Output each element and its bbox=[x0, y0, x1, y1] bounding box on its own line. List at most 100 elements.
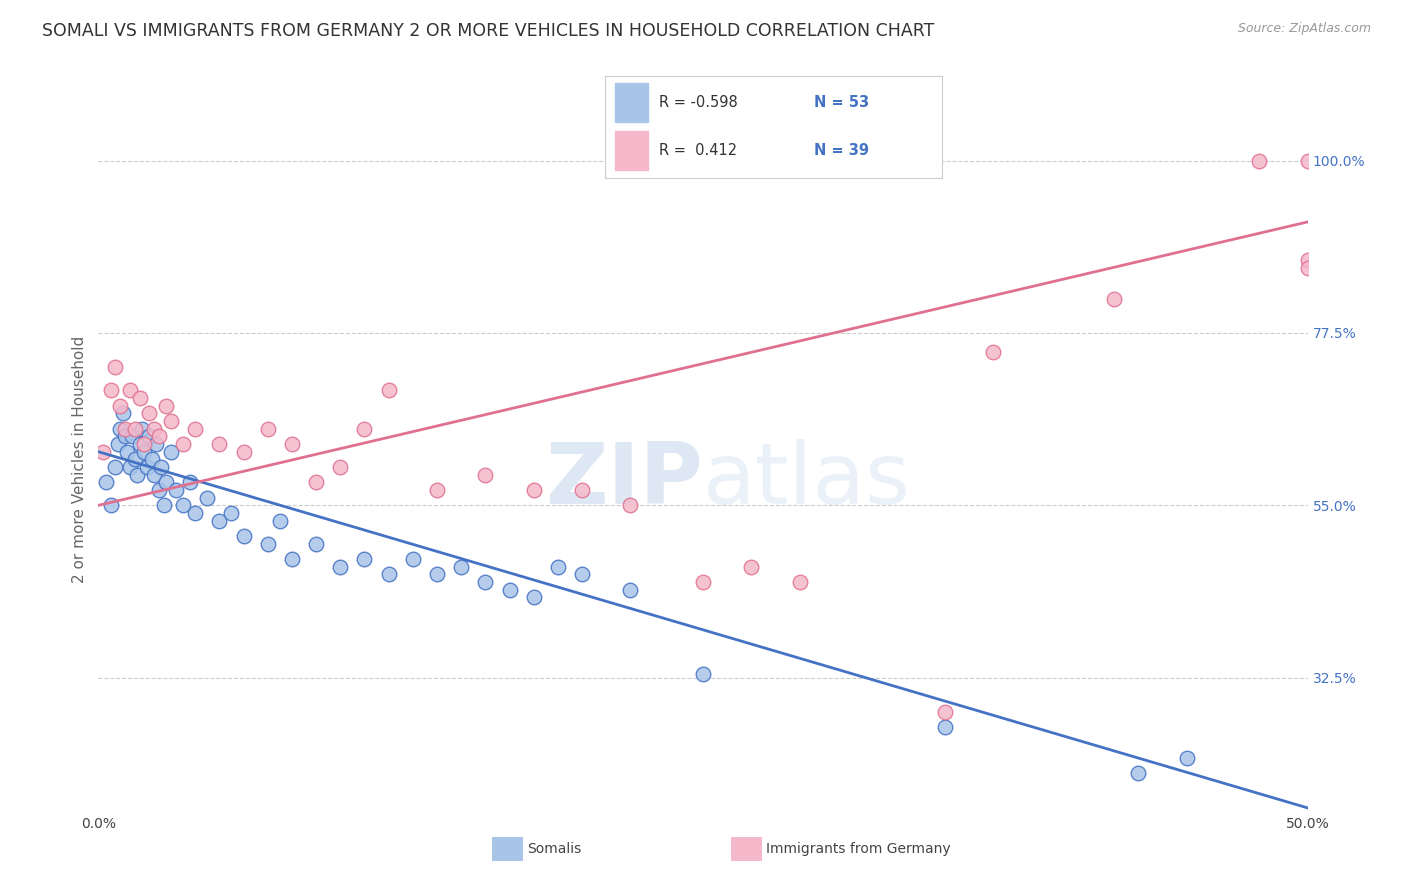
Point bbox=[160, 414, 183, 428]
Point bbox=[232, 444, 254, 458]
Point bbox=[232, 529, 254, 543]
Point bbox=[124, 452, 146, 467]
Point bbox=[118, 384, 141, 398]
Point bbox=[305, 536, 328, 550]
Point bbox=[402, 552, 425, 566]
Point bbox=[256, 422, 278, 436]
Point bbox=[131, 422, 153, 436]
Point bbox=[619, 582, 641, 597]
Point bbox=[152, 499, 174, 513]
Point bbox=[155, 475, 177, 490]
Point bbox=[353, 422, 375, 436]
Point bbox=[498, 582, 520, 597]
Point bbox=[256, 536, 278, 550]
Text: ZIP: ZIP bbox=[546, 439, 703, 522]
Point bbox=[1296, 253, 1319, 268]
Point bbox=[165, 483, 187, 497]
Point bbox=[138, 406, 160, 420]
Point bbox=[160, 444, 183, 458]
Point bbox=[124, 422, 146, 436]
Point bbox=[571, 567, 593, 582]
Point bbox=[114, 422, 136, 436]
Point bbox=[474, 574, 496, 589]
Point bbox=[138, 429, 160, 443]
Point bbox=[523, 591, 546, 605]
Text: R = -0.598: R = -0.598 bbox=[658, 95, 737, 110]
Text: Source: ZipAtlas.com: Source: ZipAtlas.com bbox=[1237, 22, 1371, 36]
Text: N = 39: N = 39 bbox=[814, 144, 869, 158]
Point bbox=[134, 444, 156, 458]
Point bbox=[305, 475, 328, 490]
Point bbox=[281, 552, 304, 566]
Point bbox=[135, 460, 157, 475]
Point bbox=[1128, 766, 1150, 780]
Text: Immigrants from Germany: Immigrants from Germany bbox=[766, 842, 950, 856]
Point bbox=[91, 444, 114, 458]
Point bbox=[692, 666, 714, 681]
Point bbox=[104, 360, 127, 375]
Text: Somalis: Somalis bbox=[527, 842, 582, 856]
Point bbox=[1296, 153, 1319, 168]
Point bbox=[269, 514, 291, 528]
Point bbox=[148, 429, 170, 443]
Point bbox=[474, 467, 496, 482]
Bar bbox=[614, 83, 648, 122]
Point bbox=[934, 705, 956, 719]
Point bbox=[104, 460, 127, 475]
Point bbox=[150, 460, 173, 475]
Point bbox=[127, 467, 149, 482]
Point bbox=[195, 491, 218, 505]
Point bbox=[128, 391, 150, 405]
Point bbox=[100, 499, 122, 513]
Point bbox=[281, 437, 304, 451]
Point bbox=[121, 429, 143, 443]
Point bbox=[208, 437, 231, 451]
Point bbox=[450, 559, 472, 574]
Point bbox=[94, 475, 117, 490]
Point bbox=[523, 483, 546, 497]
Point bbox=[353, 552, 375, 566]
Point bbox=[692, 574, 714, 589]
Y-axis label: 2 or more Vehicles in Household: 2 or more Vehicles in Household bbox=[72, 335, 87, 583]
Text: R =  0.412: R = 0.412 bbox=[658, 144, 737, 158]
Point bbox=[184, 506, 207, 520]
Point bbox=[1249, 153, 1271, 168]
Text: SOMALI VS IMMIGRANTS FROM GERMANY 2 OR MORE VEHICLES IN HOUSEHOLD CORRELATION CH: SOMALI VS IMMIGRANTS FROM GERMANY 2 OR M… bbox=[42, 22, 935, 40]
Point bbox=[426, 483, 449, 497]
Point bbox=[426, 567, 449, 582]
Point bbox=[179, 475, 201, 490]
Point bbox=[934, 721, 956, 735]
Point bbox=[143, 422, 166, 436]
Point bbox=[789, 574, 811, 589]
Point bbox=[117, 444, 139, 458]
Point bbox=[1175, 751, 1198, 765]
Point bbox=[155, 399, 177, 413]
Point bbox=[107, 437, 129, 451]
Text: atlas: atlas bbox=[703, 439, 911, 522]
Point bbox=[329, 460, 352, 475]
Point bbox=[141, 452, 163, 467]
Point bbox=[981, 345, 1004, 359]
Point bbox=[740, 559, 762, 574]
Point bbox=[108, 399, 131, 413]
Point bbox=[108, 422, 131, 436]
Bar bbox=[614, 131, 648, 170]
Point bbox=[619, 499, 641, 513]
Point bbox=[329, 559, 352, 574]
Point bbox=[148, 483, 170, 497]
Point bbox=[1296, 260, 1319, 275]
Point bbox=[547, 559, 569, 574]
Point bbox=[1102, 292, 1125, 306]
Point bbox=[172, 437, 194, 451]
Point bbox=[208, 514, 231, 528]
Point bbox=[184, 422, 207, 436]
Text: N = 53: N = 53 bbox=[814, 95, 869, 110]
Point bbox=[118, 460, 141, 475]
Point bbox=[114, 429, 136, 443]
Point bbox=[377, 384, 399, 398]
Point bbox=[143, 467, 166, 482]
Point bbox=[172, 499, 194, 513]
Point bbox=[377, 567, 399, 582]
Point bbox=[100, 384, 122, 398]
Point bbox=[571, 483, 593, 497]
